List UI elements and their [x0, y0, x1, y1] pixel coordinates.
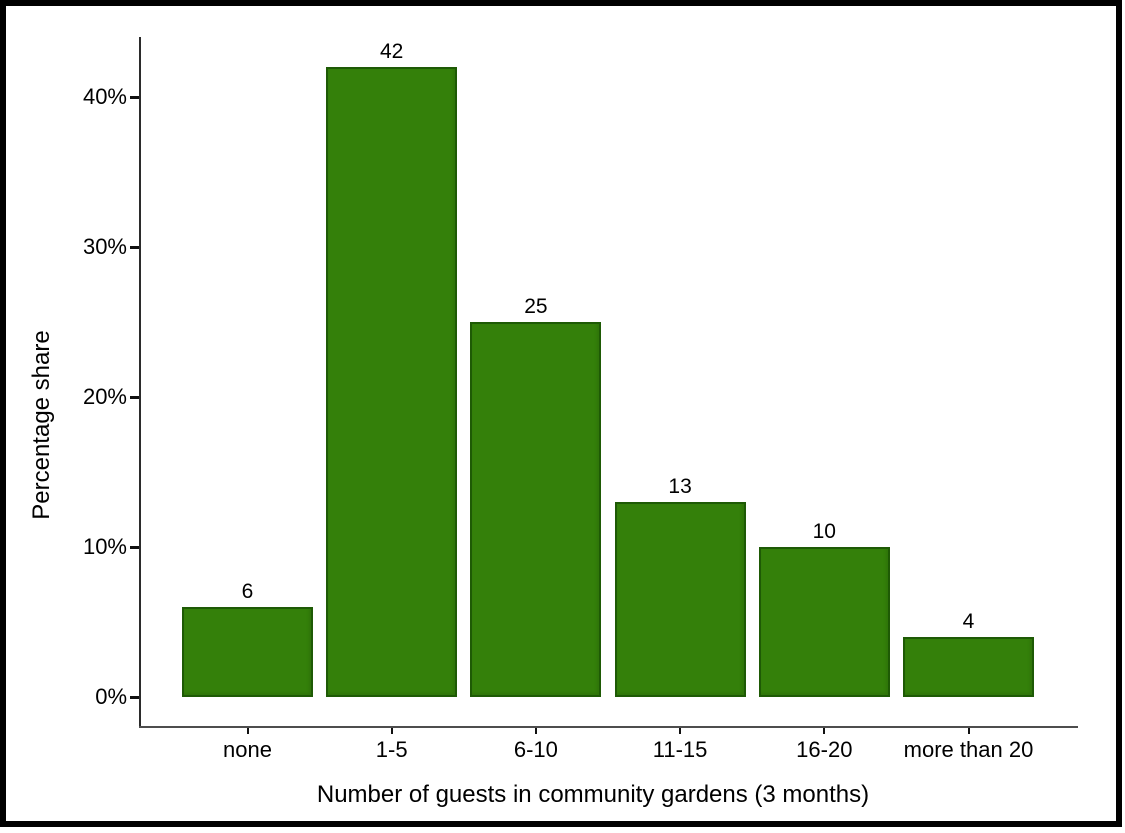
x-category-label: 1-5: [375, 737, 408, 762]
y-tick-label: 30%: [82, 234, 127, 259]
bar: [903, 637, 1034, 697]
x-tick: [679, 728, 682, 734]
x-category-label: 16-20: [796, 737, 853, 762]
x-category-label: more than 20: [903, 737, 1034, 762]
x-tick: [390, 728, 393, 734]
y-axis-line: [139, 37, 141, 728]
bar: [470, 322, 602, 697]
x-axis-line: [139, 726, 1078, 728]
bar-value-label: 6: [241, 580, 254, 603]
x-axis-title: Number of guests in community gardens (3…: [316, 781, 870, 808]
bar: [326, 67, 458, 697]
y-tick: [130, 96, 139, 99]
bar-value-label: 10: [812, 520, 836, 543]
bar: [182, 607, 313, 697]
bar: [614, 502, 746, 697]
x-category-label: 11-15: [652, 737, 708, 762]
bar-value-label: 13: [668, 475, 692, 498]
y-tick-label: 20%: [82, 384, 127, 409]
bar-value-label: 42: [380, 40, 404, 63]
x-category-label: 6-10: [513, 737, 558, 762]
y-axis-title: Percentage share: [28, 330, 55, 520]
y-tick: [130, 546, 139, 549]
bar-value-label: 4: [962, 610, 975, 633]
y-tick-label: 0%: [95, 684, 127, 709]
x-category-label: none: [223, 737, 272, 762]
x-tick: [823, 728, 826, 734]
y-tick-label: 10%: [82, 534, 127, 559]
y-tick: [130, 246, 139, 249]
bar: [758, 547, 890, 697]
y-tick: [130, 396, 139, 399]
y-tick-label: 40%: [82, 84, 127, 109]
x-tick: [534, 728, 537, 734]
x-tick: [246, 728, 249, 734]
bar-value-label: 25: [524, 295, 548, 318]
y-tick: [130, 696, 139, 699]
x-tick: [967, 728, 970, 734]
